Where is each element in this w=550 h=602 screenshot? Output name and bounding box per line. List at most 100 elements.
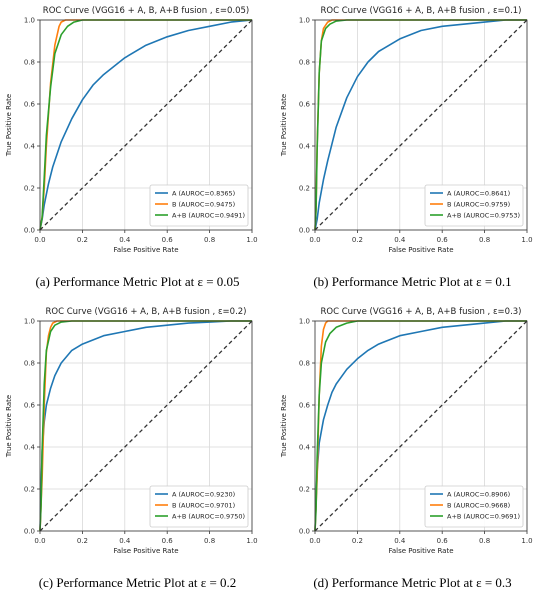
x-tick-label: 0.2 [352, 537, 363, 545]
y-tick-label: 1.0 [299, 318, 310, 326]
y-tick-label: 0.0 [299, 227, 310, 235]
chance-diagonal-line [314, 320, 528, 532]
legend-label-a: A (AUROC=0.8906) [447, 491, 510, 499]
caption-b: (b) Performance Metric Plot at ε = 0.1 [313, 274, 512, 289]
legend-label-ab: A+B (AUROC=0.9753) [447, 212, 520, 220]
chance-diagonal-line [39, 19, 253, 231]
roc-chart-c: 0.0 0.2 0.4 0.6 0.8 1.0 0.0 0.2 0.4 0.6 0.8 1.0 ROC … [5, 307, 258, 555]
y-tick-label: 0.0 [24, 227, 35, 235]
y-tick-label: 0.4 [24, 143, 36, 151]
x-axis-label: False Positive Rate [388, 547, 453, 555]
chance-diagonal-line [314, 19, 528, 231]
caption-c: (c) Performance Metric Plot at ε = 0.2 [38, 575, 237, 590]
x-tick-label: 0.4 [119, 236, 131, 244]
roc-panel-d: 0.0 0.2 0.4 0.6 0.8 1.0 0.0 0.2 0.4 0.6 0.8 1.0 ROC … [275, 301, 550, 602]
series-line-a [39, 19, 253, 231]
x-tick-label: 0.6 [162, 236, 174, 244]
legend-label-a: A (AUROC=0.9230) [172, 491, 235, 499]
x-tick-label: 0.4 [119, 537, 131, 545]
x-tick-label: 1.0 [521, 537, 532, 545]
y-axis-label: True Positive Rate [5, 395, 13, 458]
caption-a: (a) Performance Metric Plot at ε = 0.05 [35, 274, 240, 289]
x-tick-label: 0.8 [204, 236, 215, 244]
x-tick-label: 0.4 [394, 236, 406, 244]
y-tick-label: 0.2 [299, 486, 310, 494]
legend-label-ab: A+B (AUROC=0.9691) [447, 513, 520, 521]
series-line-a [314, 320, 527, 532]
y-tick-label: 0.2 [24, 486, 35, 494]
legend-label-a: A (AUROC=0.8365) [172, 190, 235, 198]
x-axis-label: False Positive Rate [113, 246, 178, 254]
x-tick-label: 0.4 [394, 537, 406, 545]
chance-diagonal-line [39, 320, 253, 532]
chart-title: ROC Curve (VGG16 + A, B, A+B fusion , ε=… [321, 6, 522, 16]
y-tick-label: 0.8 [299, 360, 310, 368]
y-tick-label: 0.6 [24, 101, 36, 109]
y-tick-label: 0.8 [24, 59, 35, 67]
y-tick-label: 0.6 [299, 402, 311, 410]
plot-frame [314, 320, 528, 532]
y-axis-label: True Positive Rate [5, 94, 13, 157]
series-line-a [314, 19, 527, 231]
legend-label-a: A (AUROC=0.8641) [447, 190, 510, 198]
y-tick-label: 1.0 [24, 17, 35, 25]
y-tick-label: 1.0 [24, 318, 35, 326]
x-tick-label: 0.8 [479, 236, 490, 244]
legend-label-b: B (AUROC=0.9475) [172, 201, 235, 209]
y-tick-label: 0.8 [24, 360, 35, 368]
x-tick-label: 0.0 [309, 236, 320, 244]
y-tick-label: 1.0 [299, 17, 310, 25]
chart-title: ROC Curve (VGG16 + A, B, A+B fusion , ε=… [43, 6, 249, 16]
legend-box [149, 184, 249, 227]
x-tick-label: 0.6 [162, 537, 174, 545]
legend-box [149, 485, 249, 528]
roc-panel-c: 0.0 0.2 0.4 0.6 0.8 1.0 0.0 0.2 0.4 0.6 0.8 1.0 ROC … [0, 301, 275, 602]
legend-label-ab: A+B (AUROC=0.9491) [172, 212, 245, 220]
x-tick-label: 0.8 [204, 537, 215, 545]
y-tick-label: 0.6 [24, 402, 36, 410]
x-tick-label: 0.2 [77, 236, 88, 244]
y-axis-label: True Positive Rate [280, 94, 288, 157]
roc-chart-b: 0.0 0.2 0.4 0.6 0.8 1.0 0.0 0.2 0.4 0.6 0.8 1.0 ROC … [280, 6, 533, 254]
y-tick-label: 0.0 [299, 528, 310, 536]
x-tick-label: 0.0 [34, 236, 45, 244]
chart-title: ROC Curve (VGG16 + A, B, A+B fusion , ε=… [321, 307, 522, 317]
x-tick-label: 1.0 [521, 236, 532, 244]
legend-box [424, 184, 524, 227]
series-line-ab [314, 320, 527, 532]
y-tick-label: 0.4 [24, 444, 36, 452]
x-tick-label: 0.2 [77, 537, 88, 545]
x-tick-label: 0.0 [309, 537, 320, 545]
y-tick-label: 0.8 [299, 59, 310, 67]
plot-frame [39, 19, 253, 231]
plot-frame [39, 320, 253, 532]
roc-chart-a: 0.0 0.2 0.4 0.6 0.8 1.0 0.0 0.2 0.4 0.6 0.8 1.0 ROC … [5, 6, 258, 254]
series-line-ab [39, 320, 252, 532]
plot-frame [314, 19, 528, 231]
legend-label-b: B (AUROC=0.9668) [447, 502, 510, 510]
x-tick-label: 0.6 [437, 236, 449, 244]
caption-d: (d) Performance Metric Plot at ε = 0.3 [313, 575, 512, 590]
x-tick-label: 0.2 [352, 236, 363, 244]
y-axis-label: True Positive Rate [280, 395, 288, 458]
y-tick-label: 0.2 [299, 185, 310, 193]
y-tick-label: 0.2 [24, 185, 35, 193]
x-tick-label: 0.6 [437, 537, 449, 545]
x-tick-label: 1.0 [246, 236, 257, 244]
legend-label-b: B (AUROC=0.9701) [172, 502, 235, 510]
x-axis-label: False Positive Rate [388, 246, 453, 254]
roc-chart-d: 0.0 0.2 0.4 0.6 0.8 1.0 0.0 0.2 0.4 0.6 0.8 1.0 ROC … [280, 307, 533, 555]
series-line-ab [314, 19, 527, 231]
y-tick-label: 0.0 [24, 528, 35, 536]
y-tick-label: 0.4 [299, 143, 311, 151]
roc-panel-b: 0.0 0.2 0.4 0.6 0.8 1.0 0.0 0.2 0.4 0.6 0.8 1.0 ROC … [275, 0, 550, 301]
x-axis-label: False Positive Rate [113, 547, 178, 555]
x-tick-label: 1.0 [246, 537, 257, 545]
x-tick-label: 0.8 [479, 537, 490, 545]
legend-box [424, 485, 524, 528]
y-tick-label: 0.4 [299, 444, 311, 452]
roc-panel-a: 0.0 0.2 0.4 0.6 0.8 1.0 0.0 0.2 0.4 0.6 0.8 1.0 ROC … [0, 0, 275, 301]
x-tick-label: 0.0 [34, 537, 45, 545]
chart-title: ROC Curve (VGG16 + A, B, A+B fusion , ε=… [46, 307, 247, 317]
y-tick-label: 0.6 [299, 101, 311, 109]
